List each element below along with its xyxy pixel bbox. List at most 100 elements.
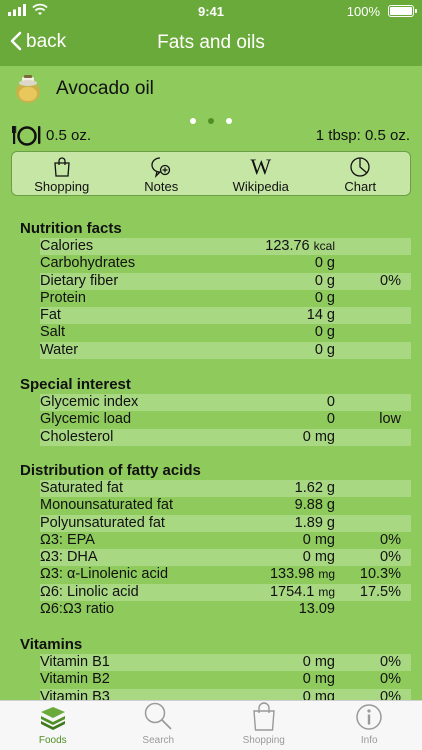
row-value: 123.76 kcal — [265, 238, 335, 254]
section-title: Special interest — [20, 376, 131, 393]
special-interest-section: Special interest Glycemic index 0 Glycemi… — [20, 376, 412, 446]
row-value: 0 mg — [302, 671, 335, 688]
tab-shopping[interactable]: Shopping — [211, 701, 317, 750]
table-row[interactable]: Water 0 g — [40, 341, 411, 360]
row-value: 0 mg — [302, 549, 335, 566]
navigation-bar: back Fats and oils — [0, 22, 422, 66]
row-name: Ω3: DHA — [40, 549, 98, 566]
section-title: Distribution of fatty acids — [20, 462, 201, 479]
food-name: Avocado oil — [56, 78, 154, 99]
notes-icon — [112, 155, 212, 179]
wikipedia-label: Wikipedia — [232, 179, 289, 194]
row-name: Monounsaturated fat — [40, 497, 174, 514]
row-value: 1.89 g — [294, 514, 335, 531]
table-row[interactable]: Glycemic index 0 — [40, 394, 411, 412]
back-button[interactable]: back — [10, 30, 66, 54]
table-row[interactable]: Polyunsaturated fat 1.89 g — [40, 514, 411, 532]
serving-amount[interactable]: 0.5 oz. — [46, 127, 92, 144]
serving-row: 0.5 oz. 1 tbsp: 0.5 oz. — [12, 124, 410, 148]
row-value: 0 mg — [302, 654, 335, 670]
table-row[interactable]: Dietary fiber 0 g 0% — [40, 272, 411, 290]
table-row[interactable]: Vitamin B1 0 mg 0% — [40, 654, 411, 672]
portion-size[interactable]: 1 tbsp: 0.5 oz. — [315, 127, 410, 144]
wikipedia-button[interactable]: W Wikipedia — [211, 152, 311, 195]
row-name: Ω3: α-Linolenic acid — [40, 566, 169, 583]
info-icon — [317, 701, 422, 731]
stack-icon — [0, 701, 106, 731]
row-value: 0 mg — [302, 531, 335, 548]
page-dot[interactable] — [226, 118, 232, 124]
page-dot[interactable] — [190, 118, 196, 124]
row-value: 14 g — [306, 307, 335, 324]
pie-chart-icon — [311, 155, 411, 179]
row-name: Polyunsaturated fat — [40, 514, 165, 531]
row-percent: 0% — [380, 549, 401, 566]
row-value: 133.98 mg — [269, 566, 335, 583]
tab-bar: Foods Search Shopping Info — [0, 700, 422, 750]
table-row[interactable]: Ω6: Linolic acid 1754.1 mg 17.5% — [40, 583, 411, 602]
tab-label: Info — [360, 735, 378, 746]
chart-button[interactable]: Chart — [311, 152, 411, 195]
row-name: Protein — [40, 289, 86, 306]
tab-foods[interactable]: Foods — [0, 701, 106, 750]
tab-label: Foods — [38, 735, 67, 746]
nutrition-facts-section: Nutrition facts Calories 123.76 kcal Carb… — [20, 220, 412, 360]
row-name: Ω3: EPA — [40, 531, 95, 548]
row-name: Glycemic index — [40, 394, 139, 410]
table-row[interactable]: Salt 0 g — [40, 324, 411, 341]
clock: 9:41 — [197, 4, 225, 19]
table-row[interactable]: Cholesterol 0 mg — [40, 428, 411, 446]
table-row[interactable]: Protein 0 g — [40, 290, 411, 307]
section-title: Vitamins — [20, 636, 83, 653]
row-value: 0 g — [314, 324, 335, 341]
battery-percent: 100% — [346, 4, 380, 19]
row-value: 1.62 g — [294, 480, 335, 496]
row-name: Saturated fat — [40, 480, 124, 496]
page-indicator[interactable] — [0, 111, 422, 129]
row-name: Glycemic load — [40, 411, 132, 428]
tab-label: Shopping — [242, 735, 285, 746]
table-row[interactable]: Calories 123.76 kcal — [40, 238, 411, 256]
row-value: 0 — [326, 411, 335, 428]
tab-info[interactable]: Info — [317, 701, 422, 750]
row-value: 0 — [326, 394, 335, 410]
wifi-icon — [32, 3, 48, 20]
table-row[interactable]: Monounsaturated fat 9.88 g — [40, 497, 411, 514]
table-row[interactable]: Fat 14 g — [40, 307, 411, 325]
plate-icon[interactable] — [12, 124, 42, 150]
table-row[interactable]: Ω6:Ω3 ratio 13.09 — [40, 601, 411, 618]
notes-button[interactable]: Notes — [112, 152, 212, 195]
table-row[interactable]: Ω3: EPA 0 mg 0% — [40, 532, 411, 549]
row-name: Water — [40, 341, 79, 358]
row-name: Carbohydrates — [40, 255, 136, 272]
page-dot-active[interactable] — [208, 118, 214, 124]
row-name: Cholesterol — [40, 428, 114, 445]
back-label: back — [26, 31, 67, 52]
shopping-bag-icon — [12, 155, 112, 179]
page-title: Fats and oils — [157, 32, 265, 53]
row-name: Fat — [40, 307, 61, 324]
table-row[interactable]: Ω3: α-Linolenic acid 133.98 mg 10.3% — [40, 566, 411, 583]
shopping-button[interactable]: Shopping — [12, 152, 112, 195]
table-row[interactable]: Glycemic load 0 low — [40, 411, 411, 428]
row-value: 0 g — [314, 341, 335, 358]
tab-search[interactable]: Search — [106, 701, 212, 750]
row-percent: 0% — [380, 272, 401, 289]
row-value: 13.09 — [298, 601, 335, 618]
table-row[interactable]: Saturated fat 1.62 g — [40, 480, 411, 498]
battery-icon — [388, 5, 417, 17]
row-name: Vitamin B1 — [40, 654, 110, 670]
row-value: 0 g — [314, 289, 335, 306]
shopping-label: Shopping — [34, 179, 90, 194]
table-row[interactable]: Vitamin B2 0 mg 0% — [40, 671, 411, 688]
vitamins-section: Vitamins Vitamin B1 0 mg 0% Vitamin B2 0 mg… — [20, 636, 412, 706]
row-percent: 0% — [380, 531, 401, 548]
section-title: Nutrition facts — [20, 220, 122, 237]
table-row[interactable]: Carbohydrates 0 g — [40, 255, 411, 272]
food-header: Avocado oil — [14, 72, 154, 106]
shopping-bag-icon — [211, 701, 317, 731]
table-row[interactable]: Ω3: DHA 0 mg 0% — [40, 549, 411, 567]
row-name: Vitamin B2 — [40, 671, 110, 688]
status-bar: 9:41 100% — [0, 0, 422, 22]
row-name: Salt — [40, 324, 65, 341]
